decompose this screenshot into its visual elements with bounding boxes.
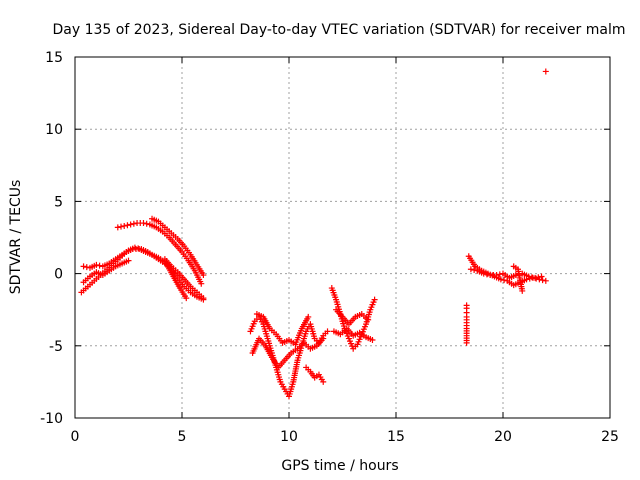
data-point xyxy=(121,222,128,229)
data-point xyxy=(114,224,121,231)
data-point xyxy=(127,221,134,228)
data-point xyxy=(493,272,500,279)
data-point xyxy=(501,277,508,284)
x-tick-label: 0 xyxy=(71,429,80,445)
data-point xyxy=(542,277,549,284)
data-point xyxy=(80,263,87,270)
data-point xyxy=(320,335,327,342)
data-point xyxy=(200,272,207,279)
data-point xyxy=(483,271,490,278)
series-arc-4 xyxy=(114,220,205,287)
data-point xyxy=(532,274,539,281)
series-arc-8 xyxy=(249,335,327,371)
data-point xyxy=(538,273,545,280)
data-point xyxy=(183,295,190,302)
data-point xyxy=(463,302,470,309)
data-point xyxy=(124,222,131,229)
series-outlier xyxy=(542,68,549,75)
y-tick-label: 0 xyxy=(54,267,63,283)
x-tick-label: 25 xyxy=(601,429,619,445)
x-tick-label: 10 xyxy=(280,429,298,445)
data-point xyxy=(519,287,526,294)
data-point xyxy=(369,337,376,344)
y-tick-label: -5 xyxy=(49,339,63,355)
data-point xyxy=(320,378,327,385)
data-point xyxy=(143,220,150,227)
data-point xyxy=(140,220,147,227)
data-point xyxy=(93,261,100,268)
data-point xyxy=(535,274,542,281)
data-point xyxy=(83,264,90,271)
data-point xyxy=(198,280,205,287)
series-arc-5 xyxy=(149,215,207,279)
data-point xyxy=(467,266,474,273)
data-points xyxy=(78,68,549,400)
y-tick-label: 5 xyxy=(54,194,63,210)
series-arc-6 xyxy=(161,256,207,302)
data-point xyxy=(118,223,125,230)
series-arc-9 xyxy=(253,311,312,348)
x-tick-label: 20 xyxy=(494,429,512,445)
data-point xyxy=(528,274,535,281)
data-point xyxy=(365,316,372,323)
data-point xyxy=(539,277,546,284)
data-point xyxy=(200,295,207,302)
y-tick-label: 15 xyxy=(45,50,63,66)
series-arc-2 xyxy=(80,244,190,302)
y-tick-label: -10 xyxy=(40,411,63,427)
series-arc-16 xyxy=(467,266,545,281)
data-point xyxy=(125,257,132,264)
grid xyxy=(75,57,610,418)
series-arc-13 xyxy=(333,306,372,328)
data-point xyxy=(480,270,487,277)
series-arc-17 xyxy=(510,263,526,294)
data-point xyxy=(135,245,142,252)
y-tick-label: 10 xyxy=(45,122,63,138)
series-arc-1 xyxy=(78,246,207,303)
data-point xyxy=(324,328,331,335)
x-tick-label: 15 xyxy=(387,429,405,445)
data-point xyxy=(96,262,103,269)
y-axis-label: SDTVAR / TECUs xyxy=(8,180,24,295)
series-arc-12 xyxy=(330,325,376,344)
x-axis-label: GPS time / hours xyxy=(281,458,398,474)
axes: 0 5 10 15 20 25 -10 -5 0 5 10 15 xyxy=(40,50,619,445)
data-point xyxy=(496,271,503,278)
series-arc-10 xyxy=(303,364,327,385)
data-point xyxy=(371,296,378,303)
series-arc-14 xyxy=(463,302,470,346)
data-point xyxy=(497,276,504,283)
data-point xyxy=(525,273,532,280)
data-point xyxy=(131,244,138,251)
data-point xyxy=(471,266,478,273)
data-point xyxy=(542,68,549,75)
data-point xyxy=(130,220,137,227)
plot-frame xyxy=(74,56,611,419)
series-arc-3 xyxy=(80,257,132,286)
x-tick-label: 5 xyxy=(178,429,187,445)
chart-title: Day 135 of 2023, Sidereal Day-to-day VTE… xyxy=(53,22,626,38)
data-point xyxy=(305,313,312,320)
